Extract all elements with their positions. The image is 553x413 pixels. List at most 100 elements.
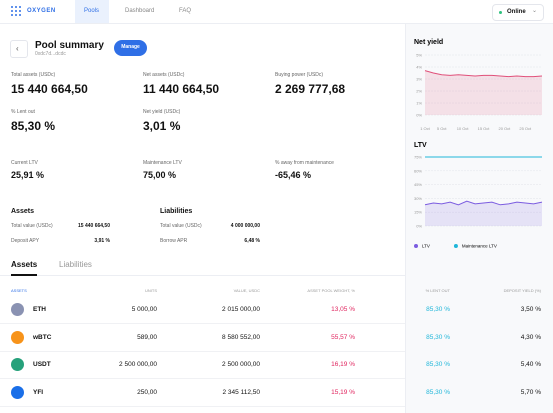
y-tick-label: 2% [416,89,422,94]
legend-label: LTV [422,244,430,249]
tab[interactable]: Liabilities [59,260,92,269]
y-tick-label: 5% [416,53,422,58]
tab-underline [11,274,37,276]
table-cell: 85,30 % [426,361,450,368]
legend-marker [453,244,458,248]
kv-value: 15 440 664,50 [78,223,110,229]
table-cell: 85,30 % [426,306,450,313]
stat-value: 85,30 % [11,119,56,133]
x-tick-label: 1 Oct [420,126,430,131]
stat-value: 75,00 % [143,170,177,180]
x-tick-label: 25 Oct [519,126,532,131]
asset-icon [11,330,24,344]
section-title: Liabilities [160,208,193,215]
table-cell: 5 000,00 [131,306,157,313]
table-cell: 2 345 112,50 [222,388,260,396]
table-cell: 55,57 % [331,333,355,341]
table-cell: 589,00 [137,333,157,341]
kv-value: 4 000 000,00 [230,223,260,229]
stat-value: -65,46 % [275,170,312,180]
status: Online [507,9,526,15]
stat-value: 15 440 664,50 [11,82,88,96]
charts: Net yield 0% 1% 2% 3% 4% 5% 1 Oct 5 Oct 10 Oct 15 … [414,39,543,249]
kv-label: Borrow APR [160,238,188,244]
row-border [0,405,405,407]
table-cell: ETH [33,306,46,313]
header: OXYGEN Pools Dashboard FAQ Online ⌄ [0,0,553,24]
asset-icon [11,303,24,316]
page-title: Pool summary [35,40,104,51]
y-tick-label: 75% [414,155,422,160]
stat-value: 11 440 664,50 [143,82,220,96]
table-cell: wBTC [33,333,52,341]
x-tick-label: 15 Oct [478,126,491,131]
manage-button[interactable]: Manage [114,40,147,56]
stat-label: Current LTV [11,160,38,166]
stat-value: 25,91 % [11,170,45,180]
stat-label: Buying power (USDc) [275,72,324,78]
status-pill[interactable]: Online ⌄ [492,4,544,21]
stat-label: Total assets (USDc) [11,72,56,78]
table-cell: 13,05 % [331,306,355,313]
stat-label: Net yield (USDc) [143,109,181,115]
x-tick-label: 20 Oct [498,126,511,131]
asset-icon [11,385,24,399]
stat-value: 2 269 777,68 [275,82,346,96]
legend-marker [414,244,418,248]
kv-value: 3,91 % [94,238,110,244]
kv-label: Deposit APY [11,238,40,244]
stat-label: Maintenance LTV [143,160,182,166]
area [425,70,542,115]
kv-label: Total value (USDc) [11,223,53,229]
table-cell: YFI [33,388,44,396]
table-cell: 2 500 000,00 [222,361,260,368]
table-cell: 5,40 % [520,361,541,368]
y-tick-label: 30% [414,196,422,201]
back-button[interactable]: ‹ [10,40,28,58]
table-header[interactable]: ASSETS [11,288,27,293]
table-header: ASSET POOL WEIGHT, % [307,288,355,293]
stat-label: Net assets (USDc) [143,72,185,78]
stat-label: % Lent out [11,109,35,115]
table-cell: 15,19 % [331,388,355,396]
asset-icon [11,358,24,371]
chart-title: Net yield [414,39,443,46]
logo-icon [11,6,21,16]
row-border [0,350,405,352]
table-cell: 2 015 000,00 [222,306,260,313]
nav-tab[interactable]: FAQ [179,8,192,14]
table-header: DEPOSIT YIELD (%) [503,288,541,293]
nav-tab[interactable]: Pools [84,8,100,14]
tab[interactable]: Assets [11,260,38,269]
table-cell: 3,50 % [520,306,541,313]
stat-value: 3,01 % [143,119,181,133]
table-cell: 250,00 [137,388,157,396]
y-tick-label: 1% [416,101,422,106]
manage-label: Manage [121,44,140,50]
line [424,70,543,78]
table-cell: 2 500 000,00 [119,361,157,368]
table-header: % LENT OUT [425,288,450,293]
y-tick-label: 15% [414,210,422,215]
y-tick-label: 0% [416,224,422,229]
chart-title: LTV [414,142,427,149]
y-tick-label: 4% [416,65,422,70]
table-cell: 5,70 % [520,388,541,396]
y-tick-label: 60% [414,168,422,173]
logo: OXYGEN [27,8,56,14]
row-border [0,323,405,324]
stat-label: % away from maintenance [275,160,334,166]
y-tick-label: 0% [416,113,422,118]
kv-value: 6,48 % [244,238,260,244]
table-cell: 4,30 % [520,333,541,341]
legend-label: Maintenance LTV [462,244,497,249]
table-header: UNITS [145,288,157,293]
kv-label: Total value (USDc) [160,223,202,229]
x-tick-label: 5 Oct [437,126,447,131]
row-border [0,378,405,379]
table-cell: 8 580 552,00 [222,333,260,341]
nav-tab[interactable]: Dashboard [125,8,155,14]
section-title: Assets [11,208,34,215]
area [425,201,542,226]
